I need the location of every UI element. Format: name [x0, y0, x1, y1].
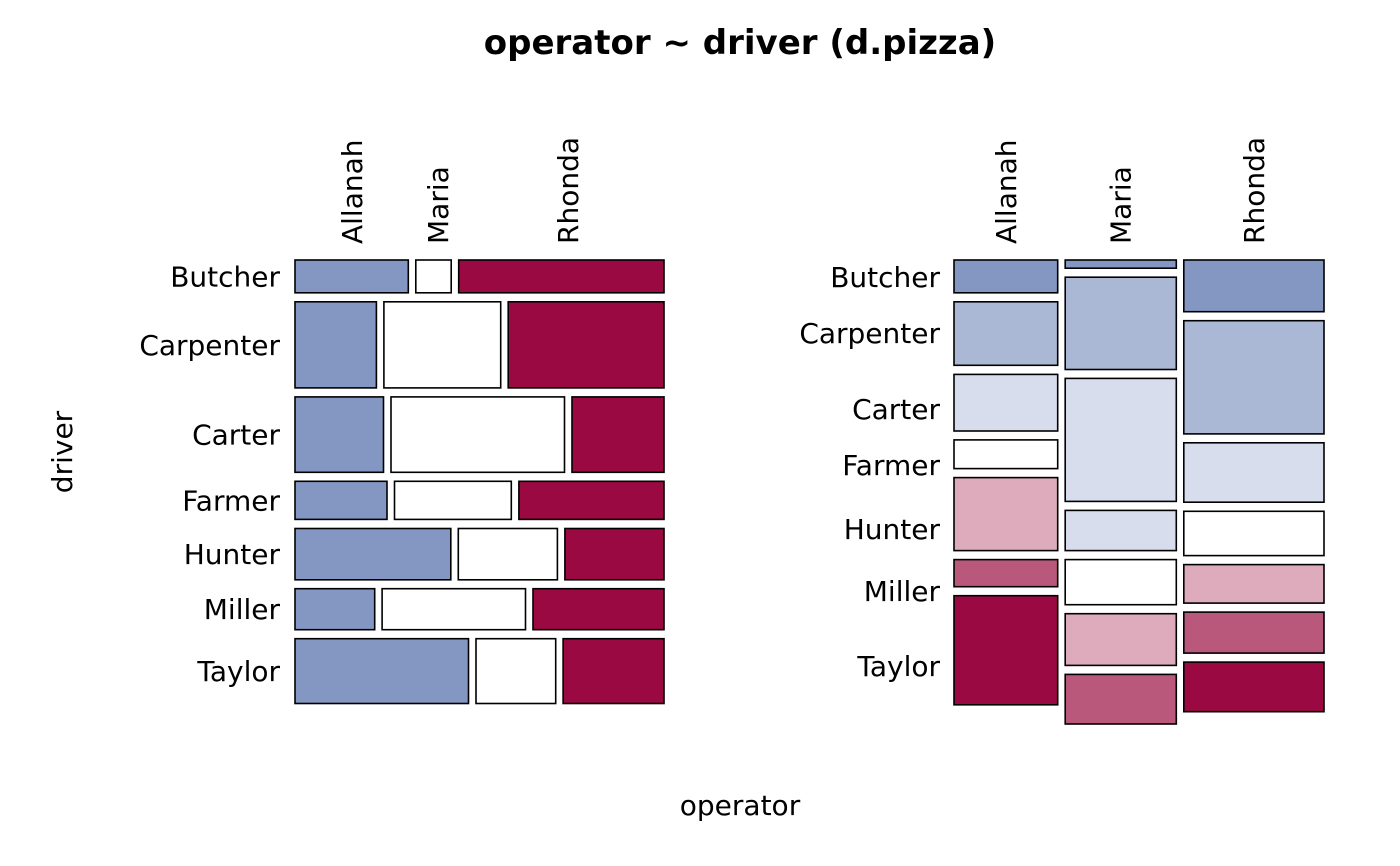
- left-tile-carter-allanah: [294, 396, 385, 474]
- right-driver-label-miller: Miller: [864, 575, 941, 608]
- left-tile-miller-rhonda: [532, 587, 665, 631]
- right-tile-allanah-taylor: [953, 594, 1059, 706]
- right-tile-maria-butcher: [1064, 259, 1178, 269]
- left-tile-carpenter-maria: [383, 300, 502, 389]
- right-driver-label-farmer: Farmer: [842, 449, 940, 482]
- right-tile-rhonda-butcher: [1183, 259, 1325, 313]
- left-operator-label-rhonda: Rhonda: [552, 137, 585, 244]
- left-tile-carpenter-allanah: [294, 300, 378, 389]
- right-tile-maria-carpenter: [1064, 276, 1178, 371]
- right-tile-maria-hunter: [1064, 558, 1178, 606]
- right-mosaic-panel: Allanah Maria Rhonda Butcher Carpenter Carter…: [799, 137, 1325, 725]
- left-operator-label-maria: Maria: [422, 166, 455, 244]
- right-driver-label-hunter: Hunter: [844, 513, 941, 546]
- right-operator-label-allanah: Allanah: [990, 139, 1023, 244]
- left-tile-taylor-allanah: [294, 637, 470, 705]
- left-driver-label-miller: Miller: [204, 593, 281, 626]
- right-tile-maria-miller: [1064, 612, 1178, 667]
- left-tile-butcher-allanah: [294, 259, 410, 294]
- right-tile-allanah-farmer: [953, 439, 1059, 470]
- left-driver-label-hunter: Hunter: [184, 538, 281, 571]
- right-tile-allanah-hunter: [953, 476, 1059, 552]
- right-operator-label-maria: Maria: [1105, 166, 1138, 244]
- right-tile-maria-taylor: [1064, 673, 1178, 725]
- left-mosaic-panel: Butcher Carpenter Carter Farmer Hunter Miller…: [139, 137, 665, 705]
- left-operator-label-allanah: Allanah: [336, 139, 369, 244]
- left-tile-hunter-rhonda: [564, 527, 665, 581]
- y-axis-title: driver: [46, 410, 79, 493]
- left-driver-label-taylor: Taylor: [196, 655, 280, 688]
- right-tile-maria-farmer: [1064, 509, 1178, 552]
- right-driver-label-taylor: Taylor: [856, 650, 940, 683]
- x-axis-title: operator: [680, 789, 801, 822]
- left-tile-carter-maria: [390, 396, 566, 474]
- left-tile-carter-rhonda: [571, 396, 665, 474]
- right-tile-rhonda-miller: [1183, 611, 1325, 654]
- right-tile-rhonda-farmer: [1183, 510, 1325, 557]
- left-tile-miller-allanah: [294, 587, 376, 631]
- right-driver-label-butcher: Butcher: [830, 261, 940, 294]
- left-tile-hunter-allanah: [294, 527, 452, 581]
- left-tile-butcher-rhonda: [457, 259, 665, 294]
- left-tile-carpenter-rhonda: [507, 300, 665, 389]
- chart-title: operator ~ driver (d.pizza): [484, 23, 996, 63]
- left-tile-taylor-maria: [475, 637, 557, 705]
- left-tile-farmer-allanah: [294, 480, 388, 521]
- left-tile-farmer-rhonda: [518, 480, 665, 521]
- left-tile-taylor-rhonda: [562, 637, 665, 705]
- left-driver-label-farmer: Farmer: [182, 484, 280, 517]
- right-tile-rhonda-carpenter: [1183, 319, 1325, 435]
- left-tile-miller-maria: [381, 587, 527, 631]
- right-tile-maria-carter: [1064, 377, 1178, 503]
- left-tile-farmer-maria: [393, 480, 513, 521]
- right-tile-rhonda-taylor: [1183, 661, 1325, 713]
- right-tile-rhonda-carter: [1183, 441, 1325, 503]
- right-driver-label-carter: Carter: [852, 393, 940, 426]
- right-tile-allanah-butcher: [953, 259, 1059, 294]
- right-driver-label-carpenter: Carpenter: [799, 317, 940, 350]
- right-tile-allanah-carter: [953, 373, 1059, 432]
- left-driver-label-butcher: Butcher: [170, 260, 280, 293]
- right-tile-allanah-miller: [953, 558, 1059, 588]
- right-operator-label-rhonda: Rhonda: [1238, 137, 1271, 244]
- left-driver-label-carpenter: Carpenter: [139, 329, 280, 362]
- left-tile-hunter-maria: [457, 527, 559, 581]
- left-driver-label-carter: Carter: [192, 419, 280, 452]
- right-tile-allanah-carpenter: [953, 300, 1059, 367]
- right-tile-rhonda-hunter: [1183, 563, 1325, 604]
- left-tile-butcher-maria: [414, 259, 452, 294]
